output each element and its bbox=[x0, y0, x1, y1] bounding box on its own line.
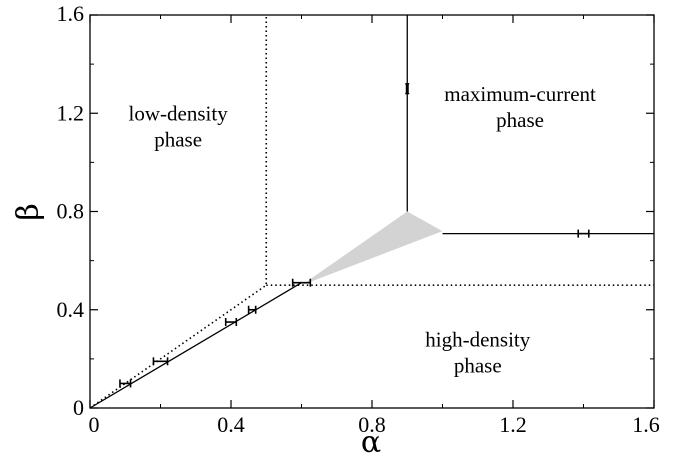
series-line-4 bbox=[89, 15, 268, 409]
y-tick-label: 0.8 bbox=[57, 199, 85, 224]
x-tick-label: 0.8 bbox=[358, 412, 386, 437]
error-bar-5 bbox=[291, 278, 312, 287]
region-label-line: phase bbox=[454, 354, 502, 378]
x-tick-label: 0 bbox=[89, 412, 100, 437]
region-label-line: phase bbox=[496, 108, 544, 132]
region-label-line: maximum-current bbox=[444, 82, 596, 106]
y-tick-label: 1.2 bbox=[57, 100, 85, 125]
error-bar-7 bbox=[577, 229, 590, 238]
y-tick-label: 0 bbox=[73, 395, 84, 420]
error-bar-4 bbox=[247, 305, 257, 314]
tick-layer: 0 0.4 0.8 1.2 1.6 0 0.4 0.8 1.2 1.6 bbox=[57, 1, 660, 437]
x-tick-label: 1.2 bbox=[499, 412, 527, 437]
region-label-line: phase bbox=[154, 128, 202, 152]
region-label-line: high-density bbox=[425, 328, 530, 352]
x-axis-label: α bbox=[361, 425, 381, 457]
region-label-line: low-density bbox=[129, 102, 229, 126]
plot-frame bbox=[89, 14, 655, 409]
series-line-1 bbox=[89, 282, 302, 409]
error-bar-1 bbox=[119, 379, 132, 388]
shaded-region-layer bbox=[301, 211, 443, 286]
x-tick-label: 0.4 bbox=[217, 412, 245, 437]
x-tick-label: 1.6 bbox=[632, 412, 660, 437]
error-bar-2 bbox=[152, 357, 169, 366]
region-label-layer: low-densityphasemaximum-currentphasehigh… bbox=[129, 82, 596, 378]
error-bar-3 bbox=[224, 318, 238, 327]
series-layer bbox=[89, 15, 654, 409]
y-tick-label: 1.6 bbox=[57, 1, 85, 26]
y-tick-label: 0.4 bbox=[57, 297, 85, 322]
y-axis-label: β bbox=[11, 203, 46, 220]
shaded-region bbox=[301, 211, 443, 286]
error-bar-6 bbox=[405, 83, 410, 95]
error-bar-layer bbox=[119, 83, 590, 388]
